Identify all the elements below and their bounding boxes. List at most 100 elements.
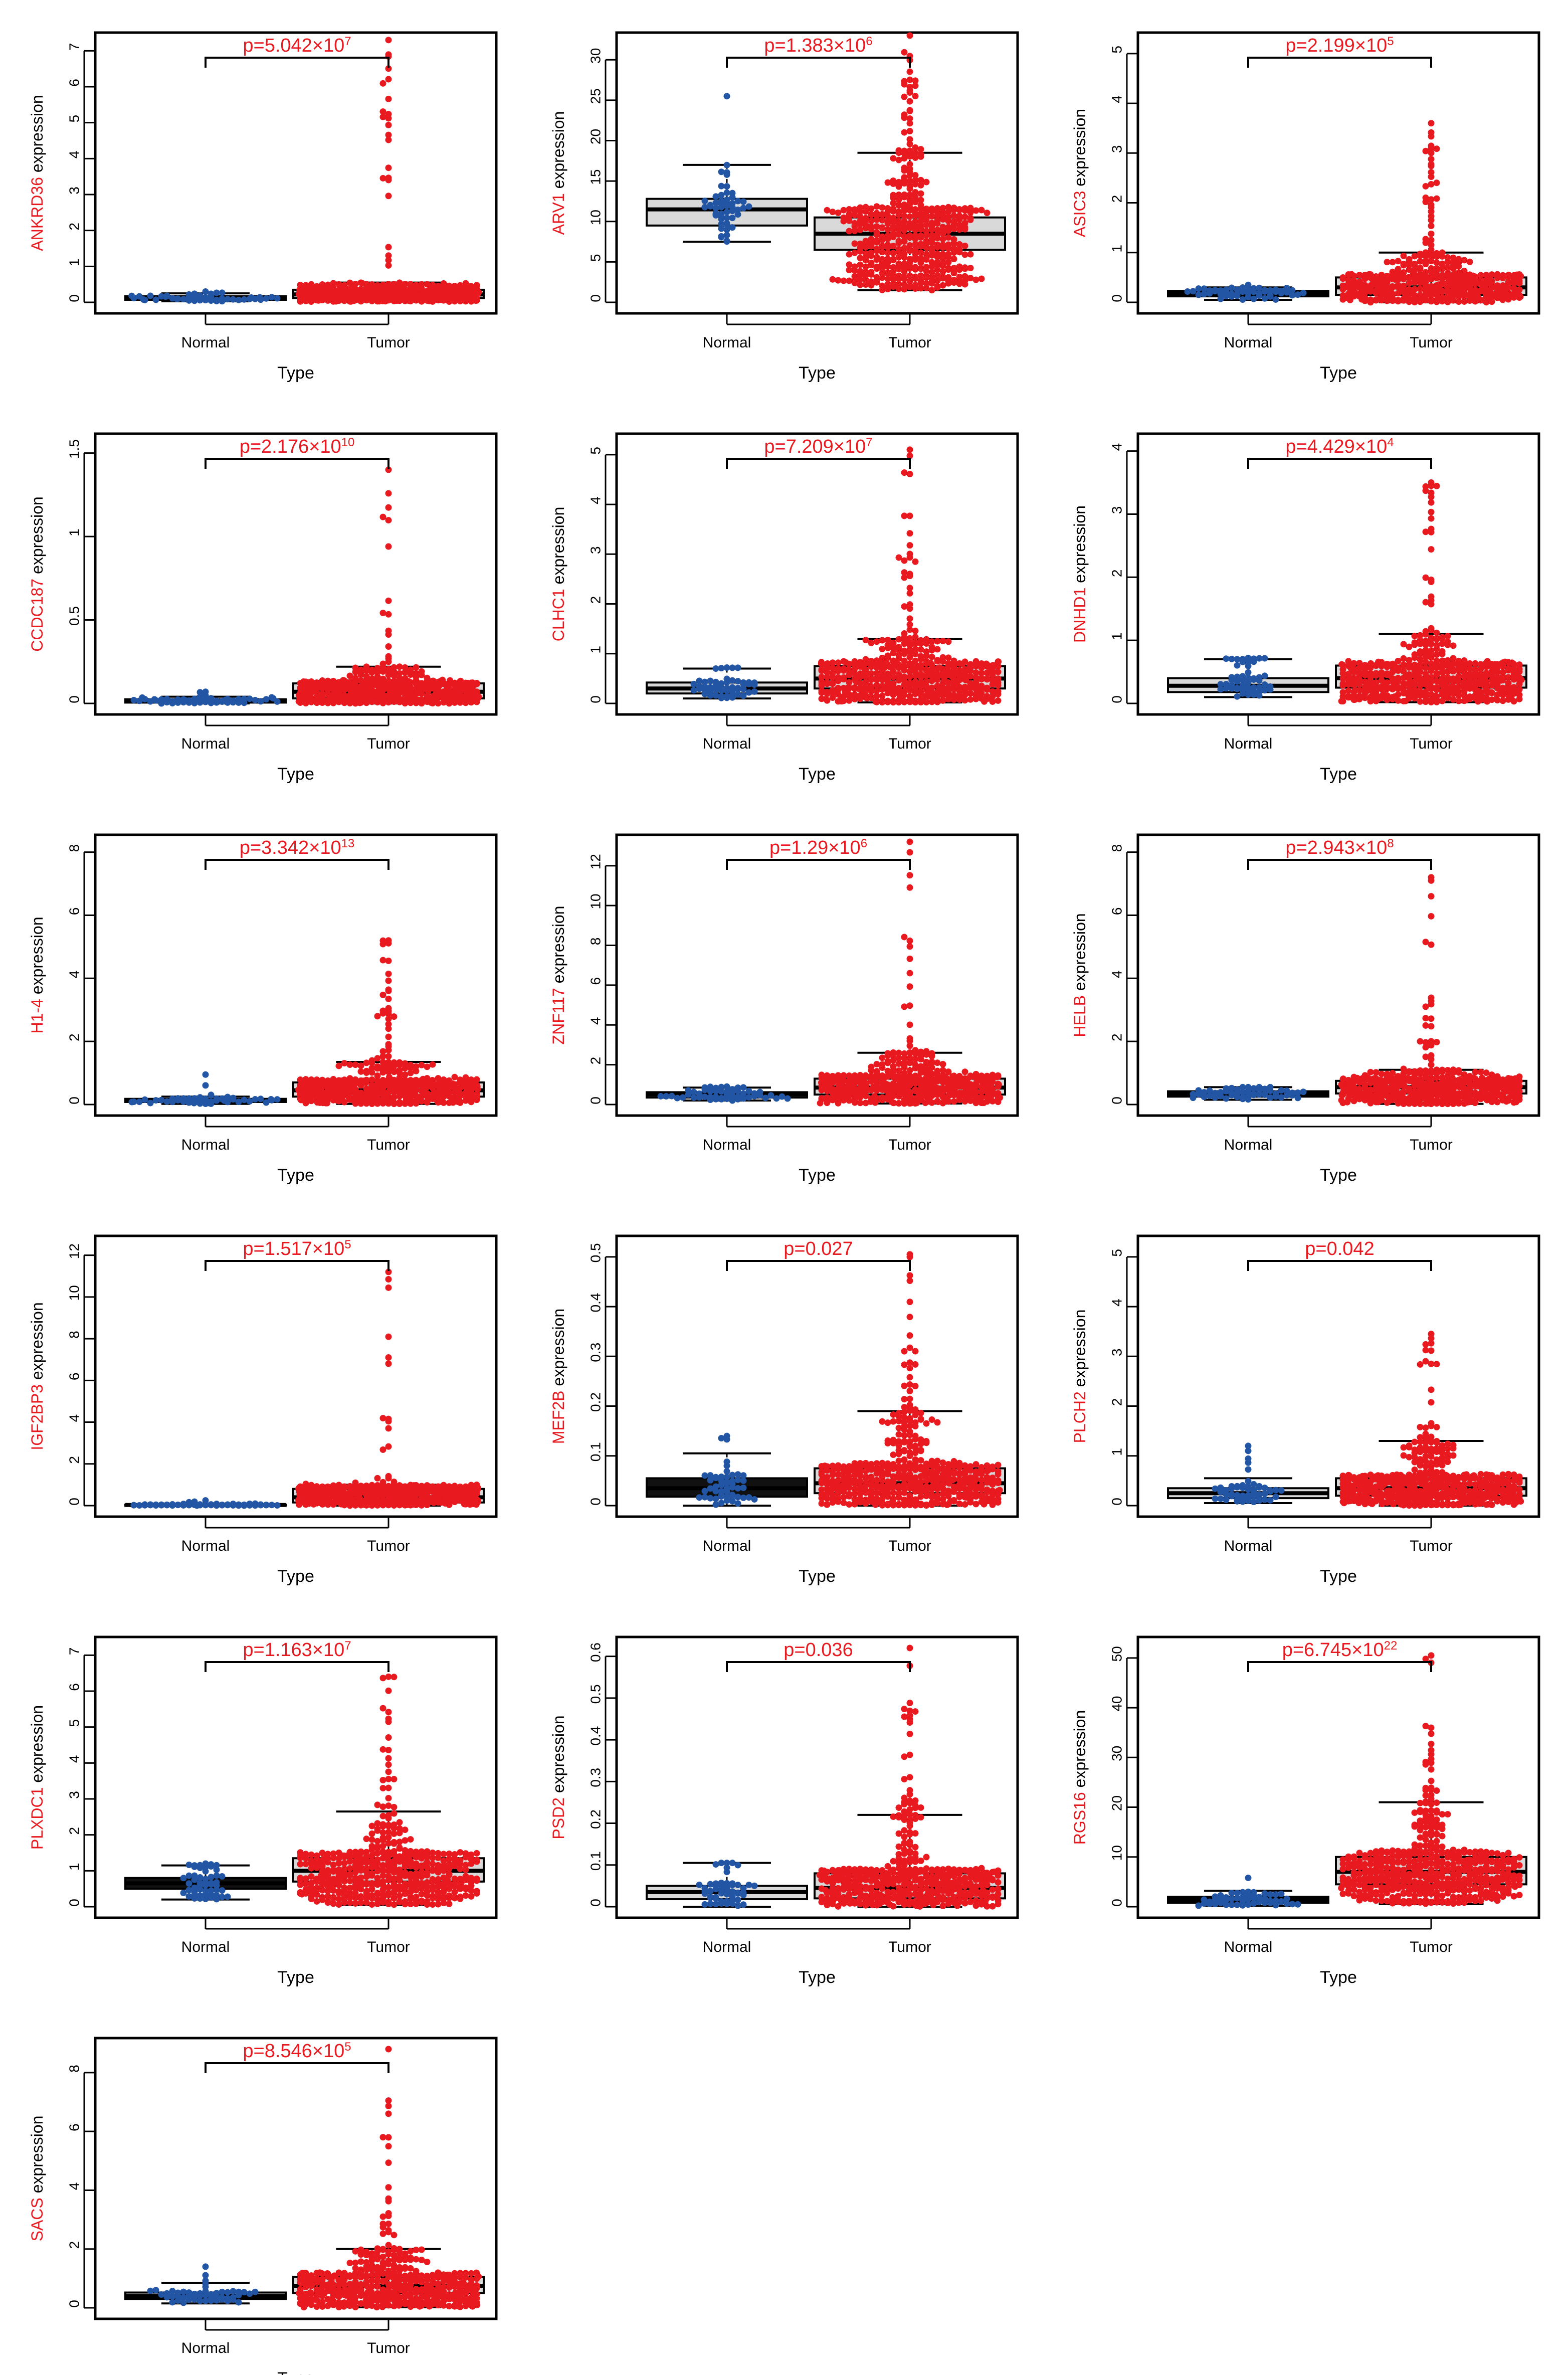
tumor-point <box>1433 651 1440 658</box>
tumor-point <box>1422 939 1429 946</box>
tumor-point <box>906 884 913 891</box>
tumor-point <box>1455 263 1462 270</box>
tumor-point <box>404 688 411 695</box>
tumor-point <box>851 240 858 247</box>
normal-point <box>1261 655 1268 662</box>
p-value-mantissa: p=5.042×10 <box>243 35 344 56</box>
x-tick-label: Tumor <box>888 1137 931 1153</box>
tumor-point <box>895 231 902 238</box>
tumor-point <box>379 660 386 667</box>
tumor-point <box>1350 278 1357 285</box>
tumor-point <box>912 1076 919 1083</box>
x-axis-title: Type <box>1320 765 1357 784</box>
tumor-point <box>879 204 886 211</box>
y-tick-label: 12 <box>587 854 603 869</box>
tumor-point <box>871 1093 878 1100</box>
normal-point <box>718 233 725 240</box>
tumor-point <box>1378 669 1385 676</box>
p-value-mantissa: p=2.176×10 <box>240 436 341 457</box>
tumor-point <box>901 673 908 680</box>
y-tick-label: 0 <box>587 1097 603 1105</box>
tumor-point <box>404 1079 411 1086</box>
normal-point <box>1267 1094 1274 1101</box>
tumor-point <box>846 228 853 235</box>
p-value-exponent: 6 <box>861 837 867 850</box>
tumor-point <box>1380 690 1387 697</box>
tumor-point <box>1422 487 1429 494</box>
tumor-point <box>1510 676 1517 683</box>
normal-point <box>158 700 165 707</box>
tumor-point <box>1428 912 1435 920</box>
normal-point <box>256 294 263 301</box>
tumor-point <box>346 1061 353 1068</box>
normal-point <box>274 295 281 302</box>
y-tick-label: 5 <box>587 447 603 455</box>
tumor-point <box>1376 295 1383 302</box>
tumor-point <box>336 689 343 696</box>
normal-point <box>679 1094 686 1101</box>
tumor-point <box>906 247 913 254</box>
tumor-point <box>385 1033 392 1040</box>
tumor-point <box>385 631 392 638</box>
tumor-point <box>1428 120 1435 127</box>
tumor-point <box>901 147 908 154</box>
normal-point <box>1300 289 1307 296</box>
tumor-point <box>961 1068 968 1075</box>
tumor-point <box>995 691 1002 698</box>
x-tick-label: Tumor <box>367 736 410 752</box>
tumor-point <box>884 275 891 282</box>
tumor-point <box>824 679 831 686</box>
x-tick-label: Tumor <box>367 334 410 351</box>
tumor-point <box>1442 295 1449 302</box>
tumor-point <box>1475 687 1482 694</box>
tumor-point <box>895 272 902 279</box>
tumor-point <box>826 1082 833 1089</box>
tumor-point <box>917 202 924 209</box>
y-tick-label: 20 <box>587 129 603 144</box>
tumor-point <box>846 213 853 220</box>
tumor-point <box>1402 697 1409 704</box>
tumor-point <box>1439 650 1446 657</box>
tumor-point <box>1400 269 1407 276</box>
normal-point <box>712 193 719 200</box>
tumor-point <box>829 1072 836 1079</box>
tumor-point <box>1443 681 1450 688</box>
tumor-point <box>440 699 447 706</box>
tumor-point <box>879 1054 886 1061</box>
tumor-point <box>877 1096 884 1103</box>
tumor-point <box>1456 1083 1463 1090</box>
tumor-point <box>379 513 386 520</box>
normal-point <box>1234 662 1241 669</box>
tumor-point <box>945 280 952 287</box>
tumor-point <box>474 1082 481 1089</box>
tumor-point <box>1433 642 1440 649</box>
tumor-point <box>995 1072 1002 1079</box>
tumor-point <box>330 1076 337 1083</box>
tumor-point <box>950 1081 957 1088</box>
tumor-point <box>1400 252 1407 259</box>
normal-point <box>696 685 703 692</box>
y-tick-label: 4 <box>587 496 603 504</box>
tumor-point <box>934 284 941 291</box>
tumor-point <box>1361 694 1368 701</box>
tumor-point <box>386 1098 394 1105</box>
tumor-point <box>1361 297 1368 304</box>
tumor-point <box>879 686 886 693</box>
tumor-point <box>934 235 941 242</box>
tumor-point <box>884 179 891 186</box>
tumor-point <box>934 272 941 279</box>
tumor-point <box>1511 272 1518 279</box>
tumor-point <box>917 151 924 158</box>
tumor-point <box>884 682 891 689</box>
normal-point <box>734 1095 741 1103</box>
tumor-point <box>465 283 472 290</box>
normal-point <box>729 190 736 197</box>
p-value-exponent: 4 <box>1387 436 1394 449</box>
tumor-point <box>1450 254 1457 261</box>
normal-point <box>1223 685 1230 692</box>
tumor-point <box>1340 694 1347 701</box>
tumor-point <box>945 654 952 661</box>
normal-point <box>1256 692 1263 699</box>
tumor-point <box>950 255 957 262</box>
y-tick-label: 15 <box>587 169 603 185</box>
